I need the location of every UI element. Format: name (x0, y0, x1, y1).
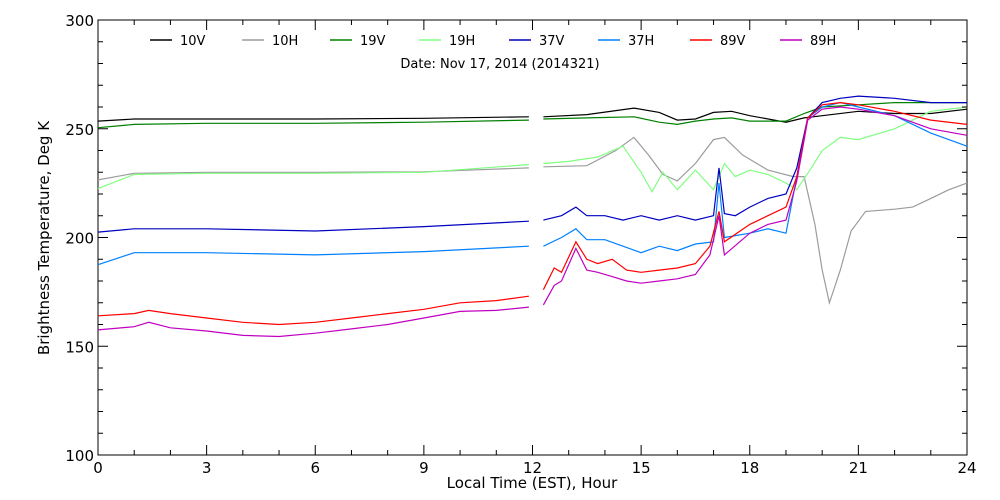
series-line-89h-seg2 (542, 106, 968, 306)
axis-layer: 0 3 6 9 12 15 18 21 24 100 150 200 250 300 (65, 12, 976, 477)
x-axis-label: Local Time (EST), Hour (447, 474, 618, 492)
legend-label-10h: 10H (272, 34, 298, 49)
x-tick-label: 24 (957, 459, 976, 477)
series-line-89h-seg1 (97, 306, 529, 338)
y-tick-label: 200 (65, 230, 94, 248)
series-line-19v-seg1 (97, 119, 529, 129)
series-line-19h-seg2 (543, 106, 968, 194)
x-tick-label: 18 (740, 459, 759, 477)
y-tick-label: 300 (65, 12, 94, 30)
series-line-10h-seg2 (543, 136, 968, 306)
legend-label-10v: 10V (180, 34, 206, 49)
legend-label-37v: 37V (539, 34, 565, 49)
x-tick-label: 6 (310, 459, 320, 477)
series-line-37v-seg1 (97, 220, 529, 233)
legend-label-37h: 37H (628, 34, 654, 49)
legend-label-19h: 19H (449, 34, 475, 49)
series-line-10v-seg1 (97, 116, 529, 122)
x-tick-label: 0 (93, 459, 103, 477)
legend-label-89h: 89H (810, 34, 836, 49)
legend: 10V 10H 19V 19H 37V 37H 89V 89H (150, 34, 836, 49)
legend-label-19v: 19V (360, 34, 386, 49)
y-axis-label: Brightness Temperature, Deg K (35, 120, 53, 355)
plot-frame (97, 19, 968, 456)
x-tick-label: 9 (419, 459, 429, 477)
x-tick-label: 3 (202, 459, 212, 477)
x-tick-label: 15 (632, 459, 651, 477)
series-line-89v-seg1 (97, 295, 529, 326)
series-line-19v-seg2 (543, 102, 967, 126)
y-tick-label: 250 (65, 121, 94, 139)
x-tick-label: 12 (523, 459, 542, 477)
y-tick-label: 150 (65, 338, 94, 356)
series-line-37h-seg1 (97, 245, 529, 266)
date-annotation: Date: Nov 17, 2014 (2014321) (400, 57, 599, 72)
x-tick-label: 21 (849, 459, 868, 477)
y-tick-label: 100 (65, 447, 94, 465)
series-line-19h-seg1 (97, 164, 529, 190)
series-layer (97, 95, 968, 338)
legend-label-89v: 89V (720, 34, 746, 49)
series-line-37v-seg2 (543, 95, 967, 221)
series-line-89v-seg2 (542, 101, 968, 290)
